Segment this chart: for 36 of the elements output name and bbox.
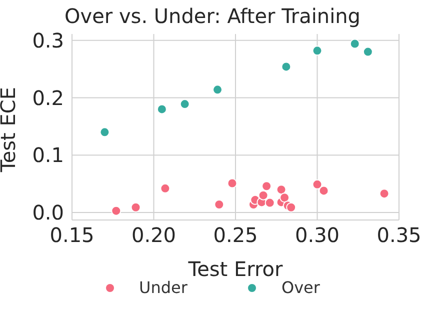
point xyxy=(362,46,373,57)
point xyxy=(276,184,286,195)
x-tick-label: 0.15 xyxy=(50,223,94,248)
point xyxy=(379,188,390,199)
y-tick-label: 0.1 xyxy=(32,143,64,168)
point xyxy=(280,192,290,203)
point xyxy=(286,202,296,212)
legend-label: Under xyxy=(138,278,188,297)
point xyxy=(156,104,167,114)
point xyxy=(318,186,329,196)
x-tick-label: 0.30 xyxy=(294,223,340,248)
point xyxy=(111,206,122,216)
point xyxy=(227,178,238,188)
point xyxy=(258,190,268,200)
point xyxy=(212,84,223,95)
y-axis-title: Test ECE xyxy=(0,87,20,173)
x-tick-label: 0.20 xyxy=(131,223,176,248)
y-tick-label: 0.2 xyxy=(32,86,64,110)
point xyxy=(264,198,275,208)
x-tick-label: 0.25 xyxy=(213,223,258,248)
chart-title: Over vs. Under: After Training xyxy=(63,3,362,28)
point xyxy=(312,46,322,56)
point xyxy=(312,179,322,190)
point xyxy=(100,127,110,138)
point xyxy=(160,183,170,194)
point xyxy=(130,202,141,212)
point xyxy=(214,200,224,210)
x-tick-label: 0.35 xyxy=(376,223,422,248)
point xyxy=(180,99,190,110)
point xyxy=(281,62,292,72)
point xyxy=(350,38,360,49)
legend-label: Over xyxy=(280,278,320,297)
y-tick-label: 0.3 xyxy=(32,28,64,52)
x-axis-title: Test Error xyxy=(187,257,284,281)
y-tick-label: 0.0 xyxy=(32,200,64,225)
point xyxy=(262,181,272,192)
